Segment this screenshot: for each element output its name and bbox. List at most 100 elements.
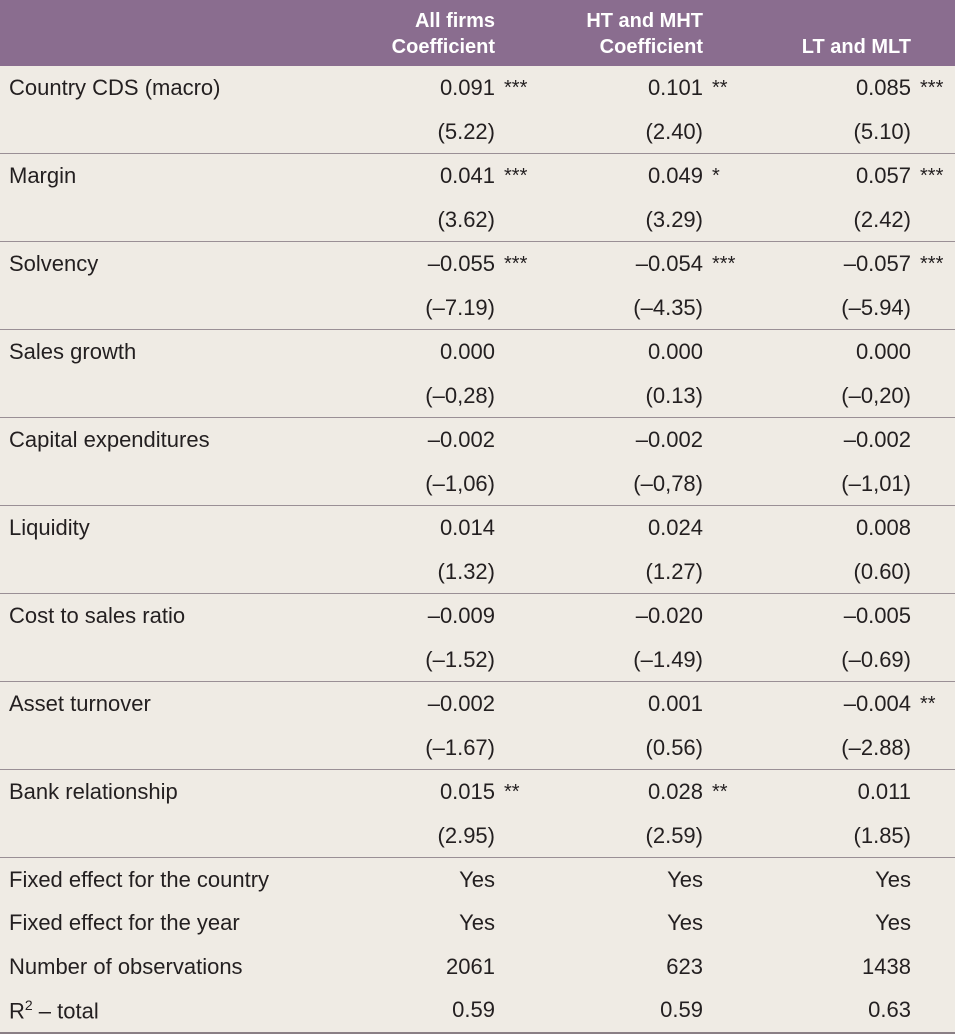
header-ht-mht: HT and MHT Coefficient [533,0,703,66]
footer-label: R2 – total [0,988,325,1034]
significance-stars [703,418,741,463]
coefficient-value: –0.002 [427,691,495,716]
coefficient-value: 0.024 [647,515,703,540]
header-label-column [0,0,325,66]
t-statistic-value: (0.60) [853,558,911,584]
significance-stars: ** [504,780,520,803]
table-footer: Fixed effect for the country Yes Yes Yes Fix… [0,858,955,1034]
t-statistic-value: (–1,01) [841,470,911,496]
t-statistic-row: (1.32) (1.27) (0.60) [0,550,955,594]
header-line2: Coefficient [599,36,703,58]
t-statistic-value: (–0,20) [841,382,911,408]
variable-group: Asset turnover –0.002 0.001 –0.004 ** (–1.67)… [0,682,955,770]
t-statistic-value: (–0.69) [841,646,911,672]
footer-value: 623 [666,953,703,979]
t-statistic-value: (2.42) [853,206,911,232]
footer-label-text: R [9,997,25,1023]
t-statistic-value: (–5.94) [841,294,911,320]
t-statistic-value: (–2.88) [841,734,911,760]
coefficient-value: 0.014 [439,515,495,540]
footer-value: Yes [667,910,703,936]
header-line1: All firms [414,10,495,32]
t-statistic-value: (0.56) [645,734,703,760]
t-statistic-row: (–0,28) (0.13) (–0,20) [0,374,955,418]
significance-stars: *** [920,76,944,99]
coefficient-value: –0.002 [427,427,495,452]
coefficient-value: –0.002 [843,427,911,452]
header-line2: Coefficient [391,36,495,58]
significance-stars [703,594,741,639]
header-line2: LT and MLT [801,36,911,58]
variable-group: Solvency –0.055 *** –0.054 *** –0.057 *** (–7.1… [0,242,955,330]
significance-stars [495,682,533,727]
variable-label: Country CDS (macro) [9,75,221,100]
variable-group: Margin 0.041 *** 0.049 * 0.057 *** (3.62) (3.29)… [0,154,955,242]
superscript: 2 [24,996,33,1013]
footer-label-text: Number of observations [9,953,243,979]
significance-stars: *** [504,252,528,275]
significance-stars [703,682,741,727]
footer-row: R2 – total 0.59 0.59 0.63 [0,988,955,1034]
t-statistic-value: (2.40) [645,118,703,144]
variable-group: Liquidity 0.014 0.024 0.008 (1.32) (1.27) (0.6… [0,506,955,594]
t-statistic-value: (2.59) [645,822,703,848]
footer-row: Fixed effect for the year Yes Yes Yes [0,902,955,946]
coefficient-value: 0.000 [647,339,703,364]
footer-value: Yes [875,866,911,892]
t-statistic-value: (–7.19) [425,294,495,320]
significance-stars: *** [504,76,528,99]
coefficient-value: –0.009 [427,603,495,628]
footer-value: 0.59 [533,988,703,1034]
coefficient-value: –0.002 [635,427,703,452]
t-statistic-row: (2.95) (2.59) (1.85) [0,814,955,858]
coefficient-value: –0.005 [843,603,911,628]
significance-stars: ** [712,76,728,99]
footer-label: Fixed effect for the year [0,902,325,946]
t-statistic-value: (–1.67) [425,734,495,760]
significance-stars [495,594,533,639]
coefficient-row: Bank relationship 0.015 ** 0.028 ** 0.011 [0,770,955,815]
significance-stars: *** [712,252,736,275]
variable-group: Country CDS (macro) 0.091 *** 0.101 ** 0.085 *… [0,66,955,154]
coefficient-value: –0.055 [427,251,495,276]
table-header: All firms Coefficient HT and MHT Coeffic… [0,0,955,66]
t-statistic-value: (3.62) [437,206,495,232]
t-statistic-value: (–4.35) [633,294,703,320]
coefficient-value: 0.028 [647,779,703,804]
coefficient-value: 0.001 [647,691,703,716]
header-row: All firms Coefficient HT and MHT Coeffic… [0,0,955,66]
significance-stars [911,770,955,815]
footer-value: Yes [667,866,703,892]
t-statistic-value: (–0,28) [425,382,495,408]
footer-value: 1438 [862,953,911,979]
coefficient-row: Country CDS (macro) 0.091 *** 0.101 ** 0.085 *… [0,66,955,110]
header-line1: HT and MHT [586,10,703,32]
footer-value: 0.59 [325,988,495,1034]
t-statistic-value: (–1.49) [633,646,703,672]
significance-stars [495,506,533,551]
coefficient-value: 0.011 [857,779,911,804]
coefficient-value: –0.054 [635,251,703,276]
significance-stars [703,506,741,551]
significance-stars [495,418,533,463]
coefficient-value: 0.091 [439,75,495,100]
variable-label: Asset turnover [9,691,151,716]
variable-group: Cost to sales ratio –0.009 –0.020 –0.005 (–1… [0,594,955,682]
t-statistic-value: (1.85) [853,822,911,848]
footer-label-suffix: – total [32,997,99,1023]
header-all-firms: All firms Coefficient [325,0,495,66]
coefficient-row: Sales growth 0.000 0.000 0.000 [0,330,955,375]
coefficient-value: 0.008 [855,515,911,540]
t-statistic-row: (3.62) (3.29) (2.42) [0,198,955,242]
t-statistic-value: (–0,78) [633,470,703,496]
footer-row: Number of observations 2061 623 1438 [0,945,955,989]
significance-stars: *** [504,164,528,187]
t-statistic-row: (–1.52) (–1.49) (–0.69) [0,638,955,682]
coefficient-value: 0.000 [855,339,911,364]
t-statistic-row: (–1.67) (0.56) (–2.88) [0,726,955,770]
t-statistic-value: (1.27) [645,558,703,584]
variable-label: Cost to sales ratio [9,603,186,628]
significance-stars: * [712,164,720,187]
coefficient-row: Solvency –0.055 *** –0.054 *** –0.057 *** [0,242,955,287]
